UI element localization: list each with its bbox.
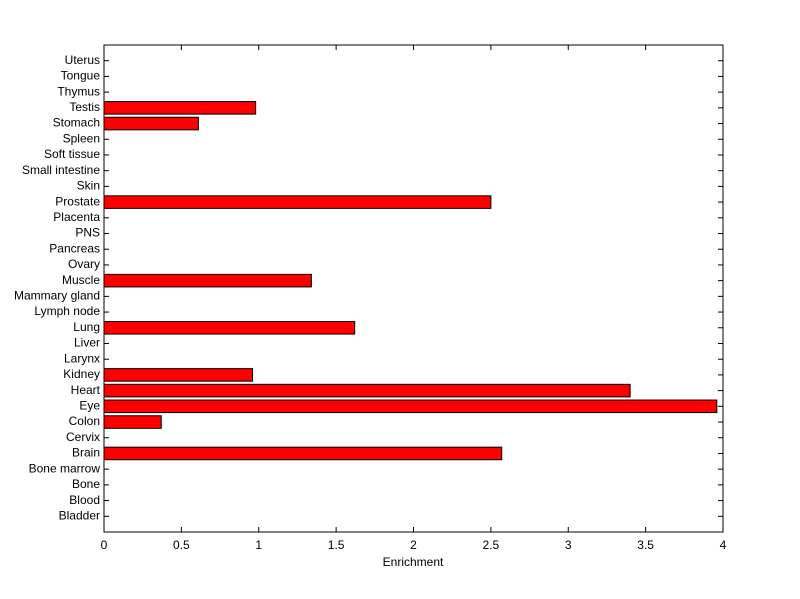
- y-tick-label: Bone marrow: [29, 461, 101, 475]
- y-tick-label: Stomach: [53, 116, 100, 130]
- bar: [103, 195, 492, 209]
- x-tick-label: 4: [720, 538, 727, 552]
- bar: [103, 116, 199, 131]
- y-tick-label: Muscle: [62, 273, 100, 287]
- y-tick-label: Blood: [69, 493, 100, 507]
- bar: [103, 368, 254, 382]
- y-tick-label: Liver: [74, 336, 100, 350]
- x-tick-label: 1: [255, 538, 262, 552]
- y-tick-label: Uterus: [65, 53, 100, 67]
- y-tick-label: Testis: [69, 100, 100, 114]
- y-tick-label: Bone: [72, 477, 100, 491]
- y-tick-label: Placenta: [53, 210, 100, 224]
- x-tick-label: 2: [410, 538, 417, 552]
- y-tick-label: Larynx: [64, 351, 100, 365]
- y-tick-label: Brain: [72, 446, 100, 460]
- x-tick-label: 0.5: [173, 538, 190, 552]
- x-tick-label: 0: [101, 538, 108, 552]
- y-tick-label: Ovary: [68, 257, 100, 271]
- y-tick-label: PNS: [75, 226, 100, 240]
- y-tick-label: Bladder: [59, 508, 100, 522]
- plot-frame: [103, 44, 724, 533]
- y-tick-label: Skin: [77, 179, 100, 193]
- bar: [103, 320, 356, 335]
- x-tick-label: 3.5: [637, 538, 654, 552]
- y-tick-label: Spleen: [63, 131, 100, 145]
- y-tick-label: Thymus: [57, 84, 100, 98]
- y-tick-label: Prostate: [55, 194, 100, 208]
- y-tick-label: Lymph node: [34, 304, 100, 318]
- y-tick-label: Colon: [69, 414, 100, 428]
- bar: [103, 383, 631, 398]
- y-tick-label: Tongue: [61, 69, 101, 83]
- y-tick-label: Kidney: [63, 367, 100, 381]
- y-tick-label: Cervix: [66, 430, 100, 444]
- y-tick-label: Mammary gland: [14, 289, 100, 303]
- x-tick-label: 2.5: [483, 538, 500, 552]
- x-axis-label: Enrichment: [383, 555, 444, 569]
- x-tick-label: 3: [565, 538, 572, 552]
- y-tick-label: Heart: [71, 383, 101, 397]
- y-tick-label: Eye: [79, 398, 100, 412]
- bar: [103, 399, 718, 414]
- bar: [103, 273, 312, 288]
- y-tick-label: Soft tissue: [44, 147, 100, 161]
- y-tick-label: Pancreas: [49, 241, 100, 255]
- y-tick-label: Lung: [73, 320, 100, 334]
- y-tick-label: Small intestine: [22, 163, 100, 177]
- bar: [103, 446, 503, 461]
- bar: [103, 101, 257, 115]
- x-tick-label: 1.5: [328, 538, 345, 552]
- bar: [103, 415, 162, 429]
